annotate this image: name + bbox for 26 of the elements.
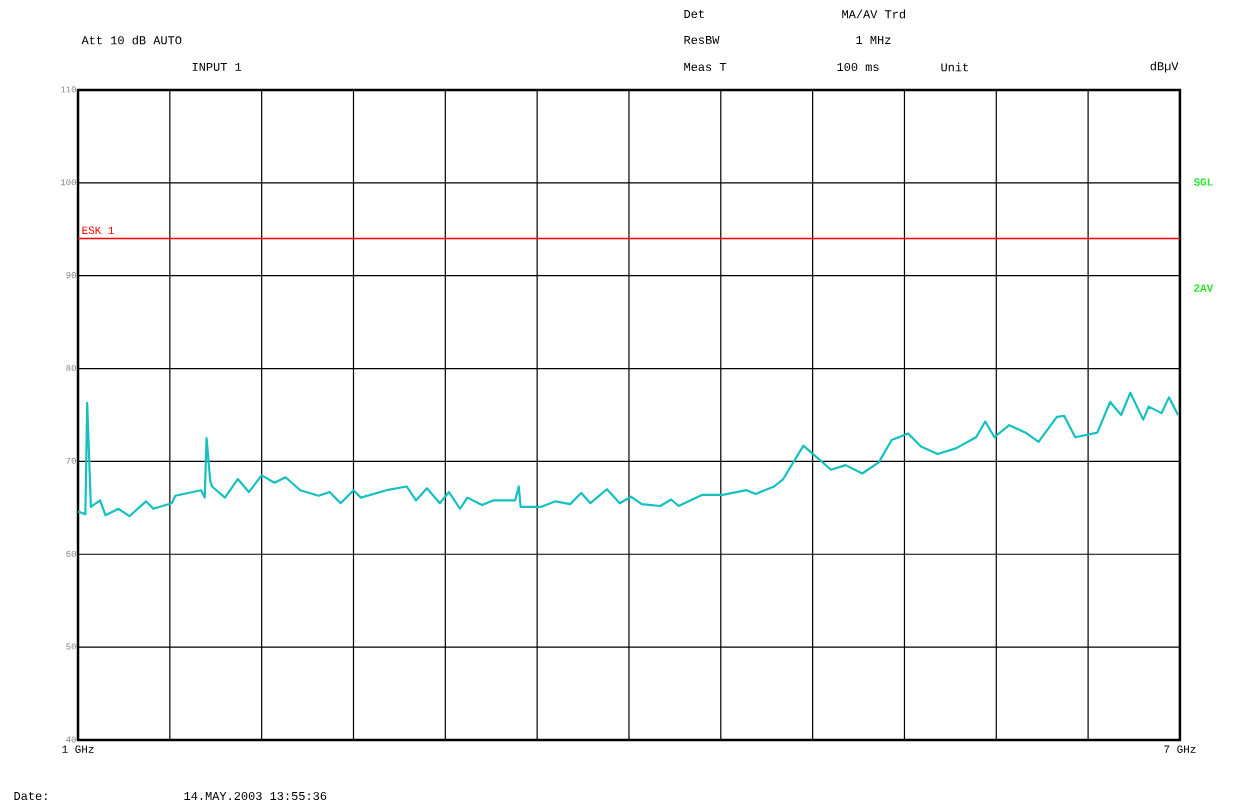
x-tick-label: 1 GHz [62, 745, 94, 753]
y-tick-label: 40 [66, 736, 76, 743]
text: Att 10 dB AUTO [81, 35, 182, 45]
text: SGL [1193, 178, 1213, 186]
y-tick-label: 110 [60, 86, 76, 93]
y-tick-label: 70 [66, 457, 76, 464]
text: Unit [941, 62, 968, 72]
text: 2AV [1194, 284, 1214, 292]
line-series [76, 391, 1180, 518]
y-tick-label: 50 [66, 643, 76, 650]
text: Date: [14, 791, 47, 801]
y-tick-label: 60 [66, 550, 76, 557]
text: ResBW [684, 35, 720, 44]
text: Meas T [684, 62, 727, 71]
text: MA/AV Trd [842, 9, 906, 19]
y-tick-label: 80 [66, 364, 76, 372]
text: Det [684, 9, 704, 19]
y-tick-label: 100 [60, 179, 76, 186]
text: 100 ms [837, 62, 879, 72]
text: INPUT 1 [192, 62, 242, 71]
ref-line-label: ESK 1 [82, 226, 114, 235]
y-tick-label: 90 [66, 272, 76, 279]
text: 14.MAY.2003 13:55:36 [184, 791, 327, 801]
text: dBµV [1150, 61, 1179, 73]
text: 1 MHz [856, 36, 891, 44]
x-tick-label: 7 GHz [1164, 745, 1196, 753]
